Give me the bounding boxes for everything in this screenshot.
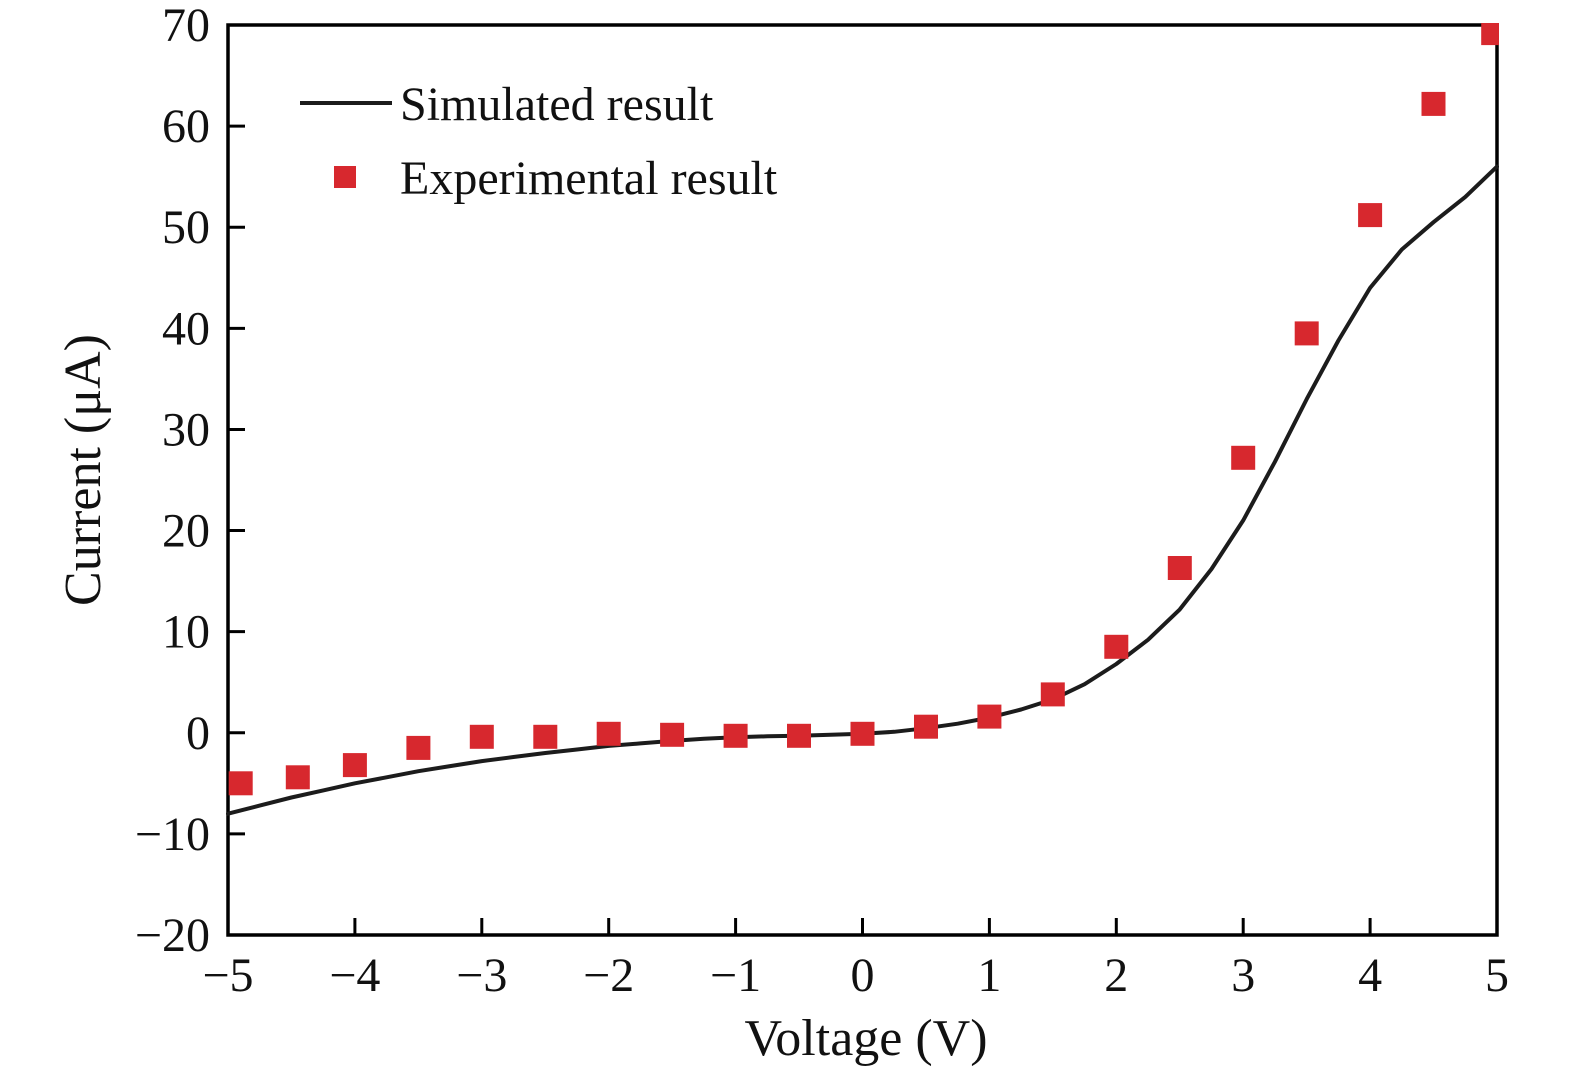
- y-tick-label: 20: [162, 505, 210, 558]
- experimental-point: [469, 724, 494, 749]
- experimental-point: [406, 735, 431, 760]
- experimental-point: [977, 704, 1002, 729]
- x-tick-label: 1: [977, 949, 1001, 1002]
- experimental-point: [914, 714, 938, 739]
- legend-label-experimental: Experimental result: [400, 152, 778, 205]
- experimental-point: [1167, 556, 1192, 580]
- y-axis-title: Current (μA): [55, 334, 112, 606]
- y-tick-label: 60: [162, 100, 210, 153]
- x-tick-label: −3: [456, 949, 507, 1002]
- y-tick-label: 10: [162, 606, 210, 659]
- x-tick-label: 0: [851, 949, 875, 1002]
- experimental-point: [660, 722, 685, 747]
- x-tick-label: 5: [1485, 949, 1509, 1002]
- x-tick-label: −2: [583, 949, 634, 1002]
- y-tick-label: 0: [186, 707, 210, 760]
- experimental-points: [228, 23, 1499, 796]
- y-tick-label: −10: [135, 808, 210, 861]
- experimental-point: [723, 723, 748, 748]
- x-tick-label: 3: [1231, 949, 1255, 1002]
- y-tick-label: 40: [162, 302, 210, 355]
- experimental-point: [787, 723, 811, 748]
- experimental-point: [1481, 23, 1499, 46]
- experimental-point: [1358, 203, 1383, 228]
- legend: Simulated result Experimental result: [300, 78, 778, 205]
- experimental-point: [228, 771, 253, 796]
- x-tick-label: −1: [710, 949, 761, 1002]
- simulated-line: [226, 164, 1499, 816]
- x-tick-label: 4: [1358, 949, 1382, 1002]
- y-tick-label: 70: [162, 0, 210, 52]
- experimental-point: [285, 765, 310, 790]
- x-axis-title: Voltage (V): [744, 1010, 987, 1067]
- x-tick-label: −5: [202, 949, 253, 1002]
- legend-label-simulated: Simulated result: [400, 78, 714, 131]
- legend-marker-experimental-icon: [334, 166, 356, 188]
- x-tick-label: −4: [329, 949, 380, 1002]
- y-tick-label: 50: [162, 201, 210, 254]
- experimental-point: [1104, 634, 1129, 659]
- experimental-point: [1421, 91, 1446, 116]
- y-tick-label: 30: [162, 403, 210, 456]
- experimental-point: [1294, 321, 1319, 346]
- x-tick-label: 2: [1104, 949, 1128, 1002]
- y-tick-label: −20: [135, 909, 210, 962]
- experimental-point: [342, 753, 367, 778]
- experimental-point: [1231, 445, 1256, 470]
- experimental-point: [533, 724, 558, 749]
- experimental-point: [850, 721, 875, 746]
- experimental-point: [1040, 682, 1065, 707]
- experimental-point: [596, 721, 621, 746]
